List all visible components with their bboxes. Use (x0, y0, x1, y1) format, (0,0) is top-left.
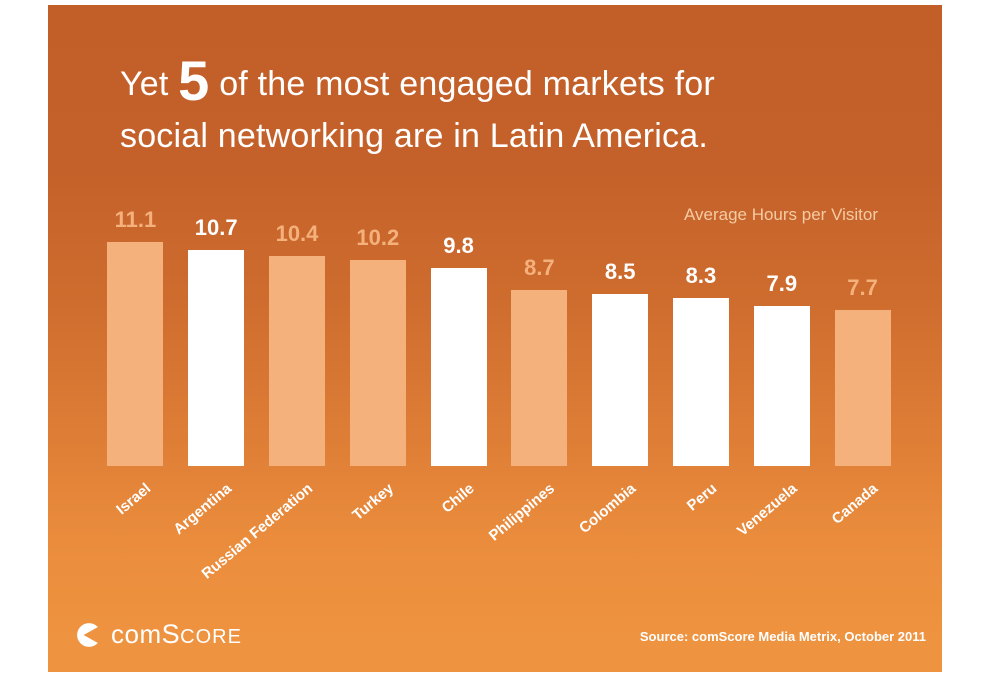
brand-part-com: com (111, 619, 162, 649)
category-label: Peru (683, 480, 720, 515)
bar-column: 7.9 Venezuela (734, 205, 822, 540)
category-label: Chile (438, 480, 478, 517)
bar-column: 10.2 Turkey (337, 205, 418, 524)
bar (268, 256, 325, 466)
bar (188, 250, 245, 466)
title-big-number: 5 (178, 49, 210, 112)
category-label: Israel (113, 480, 155, 519)
bar-column: 10.4 Russian Federation (198, 205, 338, 583)
bar-value-label: 7.9 (766, 271, 798, 296)
brand-part-core: CORE (180, 626, 242, 648)
bar-value-label: 10.4 (275, 221, 319, 246)
bar-column: 8.5 Colombia (576, 205, 661, 537)
bar-value-label: 8.7 (524, 255, 555, 280)
bar (753, 306, 810, 466)
category-label: Argentina (170, 480, 236, 539)
bar-value-label: 9.8 (443, 233, 474, 258)
comscore-logo: comSCORE (76, 619, 242, 650)
bar-value-label: 7.7 (847, 275, 878, 300)
comscore-wordmark: comSCORE (111, 619, 242, 650)
bar-column: 8.3 Peru (661, 205, 742, 514)
bar-value-label: 8.3 (685, 263, 717, 288)
bar-column: 11.1 Israel (95, 205, 176, 518)
bar-value-label: 10.2 (356, 225, 400, 250)
bar-value-label: 8.5 (604, 259, 636, 284)
bar (672, 298, 729, 466)
category-label: Colombia (575, 480, 640, 537)
title-line2: social networking are in Latin America. (120, 117, 708, 155)
title-line1: of the most engaged markets for (219, 65, 715, 103)
category-label: Canada (829, 480, 882, 528)
bar-column: 8.7 Philippines (486, 205, 580, 544)
category-label: Turkey (348, 480, 397, 524)
bar-value-label: 11.1 (114, 207, 157, 232)
bar-value-label: 10.7 (194, 215, 238, 240)
bar (592, 294, 649, 466)
slide-background: Yet 5 of the most engaged markets for so… (48, 5, 942, 672)
bar (430, 268, 487, 466)
bar (107, 242, 164, 466)
brand-part-s: S (161, 619, 181, 649)
source-attribution: Source: comScore Media Metrix, October 2… (639, 629, 926, 644)
category-label: Venezuela (734, 480, 801, 540)
bar-column: 7.7 Canada (822, 205, 903, 528)
bar (834, 310, 891, 466)
comscore-c-icon (77, 622, 102, 647)
category-label: Philippines (486, 480, 559, 545)
bar-column: 10.7 Argentina (171, 205, 257, 538)
bar-chart: 11.1 Israel 10.7 Argentina 10.4 Russian Feder… (95, 205, 903, 583)
chart-legend-label: Average Hours per Visitor (683, 205, 878, 224)
bar (349, 260, 406, 466)
bar (511, 290, 568, 466)
title-prefix: Yet (120, 65, 169, 103)
bar-column: 9.8 Chile (418, 205, 499, 517)
page-title: Yet 5 of the most engaged markets for so… (120, 53, 880, 162)
